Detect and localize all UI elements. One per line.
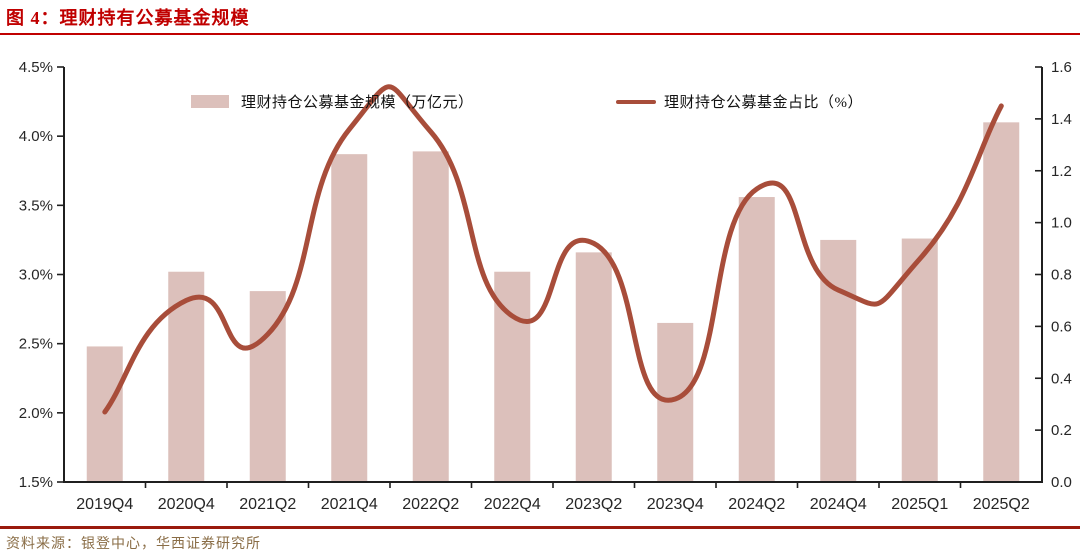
combo-chart: 4.5% 4.0% 3.5% 3.0% 2.5% 2.0% 1.5% 1.6 1.4 1.2 1.0… <box>19 59 1072 513</box>
bar-2025Q1 <box>901 238 938 482</box>
x-axis-label: 2024Q2 <box>728 496 785 513</box>
right-axis-tick-label: 0.4 <box>1051 370 1072 387</box>
left-axis-tick-label: 1.5% <box>19 474 53 491</box>
bar-2024Q2 <box>738 197 775 483</box>
bar-series-swatch <box>191 95 229 108</box>
legend-item-line: 理财持仓公募基金占比（%） <box>616 91 863 112</box>
left-axis-tick-label: 3.5% <box>19 197 53 214</box>
x-axis-label: 2021Q2 <box>239 496 296 513</box>
left-axis-tick-label: 4.5% <box>19 59 53 76</box>
bar-2023Q2 <box>575 252 612 482</box>
bar-2024Q4 <box>820 239 857 482</box>
right-axis-tick-label: 1.6 <box>1051 59 1072 76</box>
right-axis-tick-label: 1.2 <box>1051 163 1072 180</box>
bar-2021Q4 <box>331 154 368 482</box>
x-axis-label: 2023Q4 <box>647 496 704 513</box>
legend-item-bar: 理财持仓公募基金规模（万亿元） <box>191 91 474 112</box>
x-axis-label: 2023Q2 <box>565 496 622 513</box>
x-axis-label: 2022Q2 <box>402 496 459 513</box>
chart-area: 4.5% 4.0% 3.5% 3.0% 2.5% 2.0% 1.5% 1.6 1.4 1.2 1.0… <box>0 36 1080 521</box>
right-axis-tick-label: 0.0 <box>1051 474 1072 491</box>
x-axis-label: 2025Q1 <box>891 496 948 513</box>
bar-2023Q4 <box>657 322 694 482</box>
right-axis-tick-label: 0.2 <box>1051 422 1072 439</box>
title-underline <box>0 33 1080 35</box>
right-axis-tick-label: 1.4 <box>1051 111 1072 128</box>
x-axis-label: 2020Q4 <box>158 496 215 513</box>
source-note: 资料来源：银登中心，华西证券研究所 <box>6 537 261 552</box>
right-axis-tick-label: 1.0 <box>1051 215 1072 232</box>
figure-title: 图 4：理财持有公募基金规模 <box>6 8 250 28</box>
x-axis-label: 2022Q4 <box>484 496 541 513</box>
x-axis-label: 2019Q4 <box>76 496 133 513</box>
footer-rule <box>0 526 1080 529</box>
right-axis-tick-label: 0.8 <box>1051 267 1072 284</box>
x-axis-label: 2025Q2 <box>973 496 1030 513</box>
legend-label-bar: 理财持仓公募基金规模（万亿元） <box>241 95 474 111</box>
bar-2020Q4 <box>168 271 205 482</box>
left-axis-tick-label: 3.0% <box>19 267 53 284</box>
line-series-swatch <box>616 99 656 104</box>
left-axis-tick-label: 2.5% <box>19 336 53 353</box>
bar-2022Q2 <box>412 151 449 482</box>
right-axis-tick-label: 0.6 <box>1051 318 1072 335</box>
x-axis-label: 2024Q4 <box>810 496 867 513</box>
ratio-line <box>102 84 1004 415</box>
x-axis-label: 2021Q4 <box>321 496 378 513</box>
left-axis-tick-label: 4.0% <box>19 128 53 145</box>
left-axis-tick-label: 2.0% <box>19 405 53 422</box>
bar-2025Q2 <box>983 122 1020 482</box>
legend-label-line: 理财持仓公募基金占比（%） <box>664 95 863 111</box>
